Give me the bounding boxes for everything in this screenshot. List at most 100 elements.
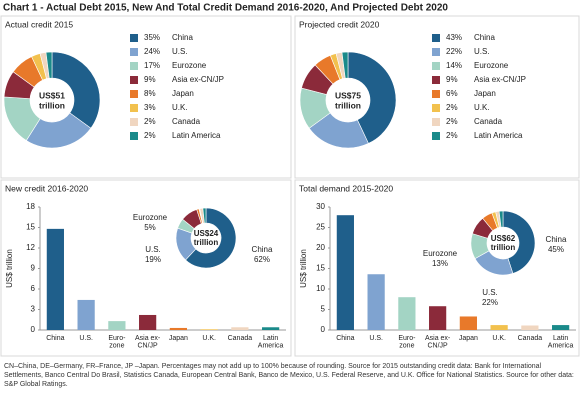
bar [169,327,187,330]
bar [77,299,95,330]
inset-value: 19% [145,255,161,264]
inset-label: Eurozone [133,213,168,222]
legend-swatch [432,62,440,70]
legend-swatch [432,90,440,98]
legend-label: China [474,33,495,42]
bar [139,314,157,330]
legend-label: Asia ex-CN/JP [172,75,224,84]
bar [367,274,385,330]
legend-label: Japan [474,89,496,98]
bar [336,215,354,330]
legend-swatch [130,118,138,126]
panel [0,15,292,179]
legend-value: 14% [446,61,462,70]
x-tick-label: China [336,335,354,342]
legend-swatch [130,76,138,84]
x-tick-label: Japan [169,335,188,342]
y-tick-label: 15 [316,264,325,273]
legend-swatch [432,76,440,84]
inset-label: U.S. [145,245,161,254]
legend-label: Latin America [474,131,523,140]
legend-label: Asia ex-CN/JP [474,75,526,84]
legend-label: U.S. [474,47,490,56]
y-tick-label: 6 [31,284,36,293]
inset-value: 45% [548,245,564,254]
footnote: CN–China, DE–Germany, FR–France, JP –Jap… [4,363,574,388]
legend-value: 35% [144,33,160,42]
inset-value: 5% [144,223,156,232]
y-tick-label: 30 [316,202,325,211]
bar [490,325,508,330]
legend-label: China [172,33,193,42]
page-title: Chart 1 - Actual Debt 2015, New And Tota… [3,3,448,14]
center-label: US$75 [335,90,361,100]
center-label: trillion [335,100,361,110]
donut-slice [341,51,349,79]
center-label: US$62 [491,234,516,243]
bar [200,329,218,330]
x-tick-label: Euro-zone [398,335,416,350]
y-axis-label: US$ trillion [5,249,14,288]
donut-slice [202,207,207,224]
x-tick-label: Asia ex-CN/JP [135,335,161,350]
legend-swatch [130,132,138,140]
x-tick-label: U.S. [369,335,383,342]
center-label: US$24 [194,229,219,238]
inset-label: China [546,235,567,244]
inset-label: Eurozone [423,249,458,258]
panel [0,179,292,357]
y-tick-label: 12 [26,243,35,252]
center-label: trillion [39,100,65,110]
legend-swatch [130,48,138,56]
legend-value: 9% [446,75,458,84]
y-tick-label: 5 [321,305,326,314]
bar [429,306,447,330]
x-tick-label: Canada [228,335,253,342]
x-tick-label: China [46,335,64,342]
legend-label: Japan [172,89,194,98]
bar [521,325,539,330]
y-tick-label: 3 [31,305,36,314]
bar [46,228,64,330]
y-tick-label: 9 [31,264,36,273]
center-label: US$51 [39,90,65,100]
legend-value: 3% [144,103,156,112]
legend-label: U.K. [474,103,490,112]
inset-label: U.S. [482,288,498,297]
legend-swatch [432,132,440,140]
legend-value: 2% [446,117,458,126]
legend-swatch [432,48,440,56]
legend-swatch [432,34,440,42]
legend-label: Eurozone [172,61,207,70]
bar [231,327,249,330]
panel [294,15,580,179]
y-tick-label: 18 [26,202,35,211]
donut-slice [51,51,101,129]
legend-value: 6% [446,89,458,98]
x-tick-label: Canada [518,335,543,342]
legend-swatch [130,34,138,42]
legend-value: 17% [144,61,160,70]
x-tick-label: U.K. [492,335,506,342]
legend-value: 2% [144,117,156,126]
legend-value: 8% [144,89,156,98]
x-tick-label: Euro-zone [108,335,126,350]
y-tick-label: 0 [31,325,36,334]
chart: Chart 1 - Actual Debt 2015, New And Tota… [0,3,580,357]
y-axis-label: US$ trillion [299,249,308,288]
panel-title: New credit 2016-2020 [5,183,88,193]
panel-title: Total demand 2015-2020 [299,183,393,193]
bar [552,325,570,330]
legend-swatch [130,104,138,112]
y-tick-label: 20 [316,243,325,252]
x-tick-label: Japan [459,335,478,342]
legend-swatch [432,104,440,112]
panel [294,179,580,357]
legend-label: Latin America [172,131,221,140]
legend-value: 43% [446,33,462,42]
donut-slice [498,210,504,228]
y-tick-label: 25 [316,223,325,232]
legend-value: 9% [144,75,156,84]
x-tick-label: Asia ex-CN/JP [425,335,451,350]
panel-title: Projected credit 2020 [299,19,380,29]
